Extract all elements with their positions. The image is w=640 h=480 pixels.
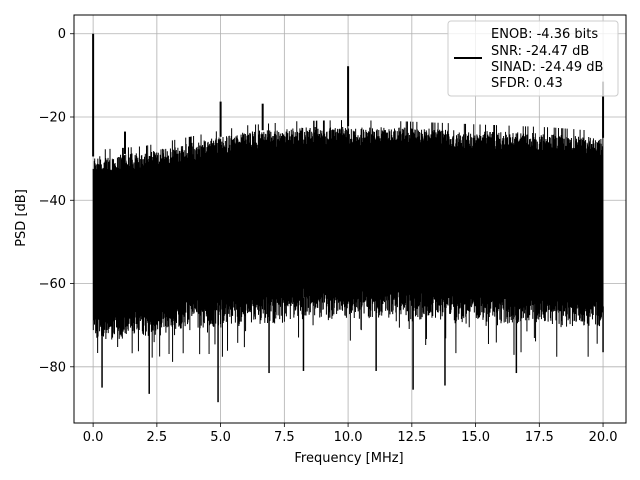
y-tick-label: −60 (39, 277, 66, 292)
legend-entry-sinad: SINAD: -24.49 dB (491, 60, 603, 75)
y-axis-label: PSD [dB] (14, 189, 29, 247)
psd-trace (92, 33, 605, 403)
y-tick-label: 0 (58, 27, 66, 42)
x-tick-label: 5.0 (210, 430, 231, 445)
psd-noise-line (92, 119, 604, 362)
x-tick-label: 15.0 (461, 430, 490, 445)
legend-box (447, 20, 619, 97)
legend-entry-snr: SNR: -24.47 dB (491, 44, 589, 59)
x-tick-label: 7.5 (274, 430, 295, 445)
x-tick-label: 17.5 (525, 430, 554, 445)
x-axis-label: Frequency [MHz] (294, 451, 403, 466)
x-tick-label: 10.0 (334, 430, 363, 445)
legend: ENOB: -4.36 bits SNR: -24.47 dB SINAD: -… (447, 20, 619, 97)
y-tick-label: −20 (39, 111, 66, 126)
x-tick-label: 2.5 (147, 430, 168, 445)
legend-entry-sfdr: SFDR: 0.43 (491, 76, 563, 91)
axes-frame (73, 14, 627, 424)
x-tick-label: 20.0 (589, 430, 618, 445)
legend-entry-enob: ENOB: -4.36 bits (491, 27, 598, 42)
y-tick-label: −80 (39, 360, 66, 375)
ticks: 0.0 2.5 5.0 7.5 10.0 12.5 15.0 17.5 20.0 0 −20 −40 −… (39, 27, 618, 445)
x-tick-label: 12.5 (397, 430, 426, 445)
x-tick-label: 0.0 (83, 430, 104, 445)
y-tick-label: −40 (39, 194, 66, 209)
